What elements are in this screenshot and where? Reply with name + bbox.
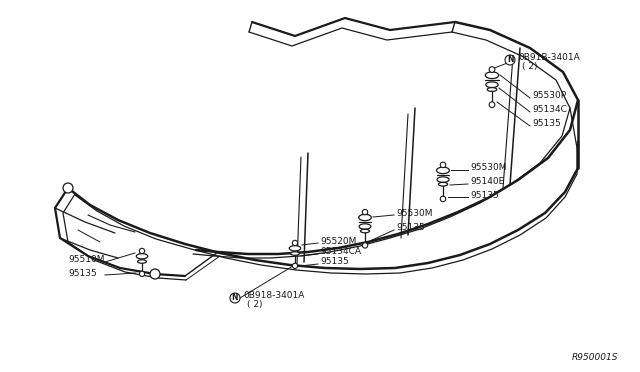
Ellipse shape [436, 167, 449, 174]
Text: 95135: 95135 [320, 257, 349, 266]
Circle shape [505, 55, 515, 65]
Text: R950001S: R950001S [572, 353, 618, 362]
Ellipse shape [358, 214, 371, 221]
Ellipse shape [138, 260, 147, 263]
Ellipse shape [487, 87, 497, 92]
Circle shape [230, 293, 240, 303]
Circle shape [63, 183, 73, 193]
Circle shape [362, 243, 368, 248]
Text: 95135: 95135 [396, 224, 425, 232]
Text: 95530M: 95530M [396, 208, 433, 218]
Circle shape [489, 102, 495, 108]
Text: 95135: 95135 [68, 269, 97, 278]
Ellipse shape [485, 72, 499, 78]
Ellipse shape [437, 177, 449, 182]
Circle shape [489, 67, 495, 73]
Ellipse shape [289, 246, 301, 251]
Text: 95134C: 95134C [532, 106, 567, 115]
Ellipse shape [486, 82, 498, 87]
Text: 95510M: 95510M [68, 256, 104, 264]
Ellipse shape [438, 182, 447, 186]
Text: 95140E: 95140E [470, 177, 504, 186]
Ellipse shape [359, 224, 371, 229]
Circle shape [140, 271, 145, 276]
Circle shape [440, 162, 445, 168]
Text: 95135: 95135 [532, 119, 561, 128]
Text: N: N [232, 294, 238, 302]
Circle shape [150, 269, 160, 279]
Ellipse shape [360, 229, 369, 233]
Text: 0B918-3401A: 0B918-3401A [243, 292, 305, 301]
Text: 95134CA: 95134CA [320, 247, 361, 257]
Circle shape [292, 240, 298, 246]
Text: 95530P: 95530P [532, 92, 566, 100]
Ellipse shape [291, 252, 300, 255]
Text: ( 2): ( 2) [247, 301, 262, 310]
Text: 95135: 95135 [470, 190, 499, 199]
Text: 95530M: 95530M [470, 164, 506, 173]
Text: 95520M: 95520M [320, 237, 356, 246]
Ellipse shape [136, 254, 148, 259]
Circle shape [140, 248, 145, 254]
Circle shape [292, 263, 298, 269]
Circle shape [440, 196, 445, 202]
Text: N: N [507, 55, 513, 64]
Text: 0B91B-3401A: 0B91B-3401A [518, 54, 580, 62]
Text: ( 2): ( 2) [522, 62, 538, 71]
Circle shape [362, 209, 368, 215]
